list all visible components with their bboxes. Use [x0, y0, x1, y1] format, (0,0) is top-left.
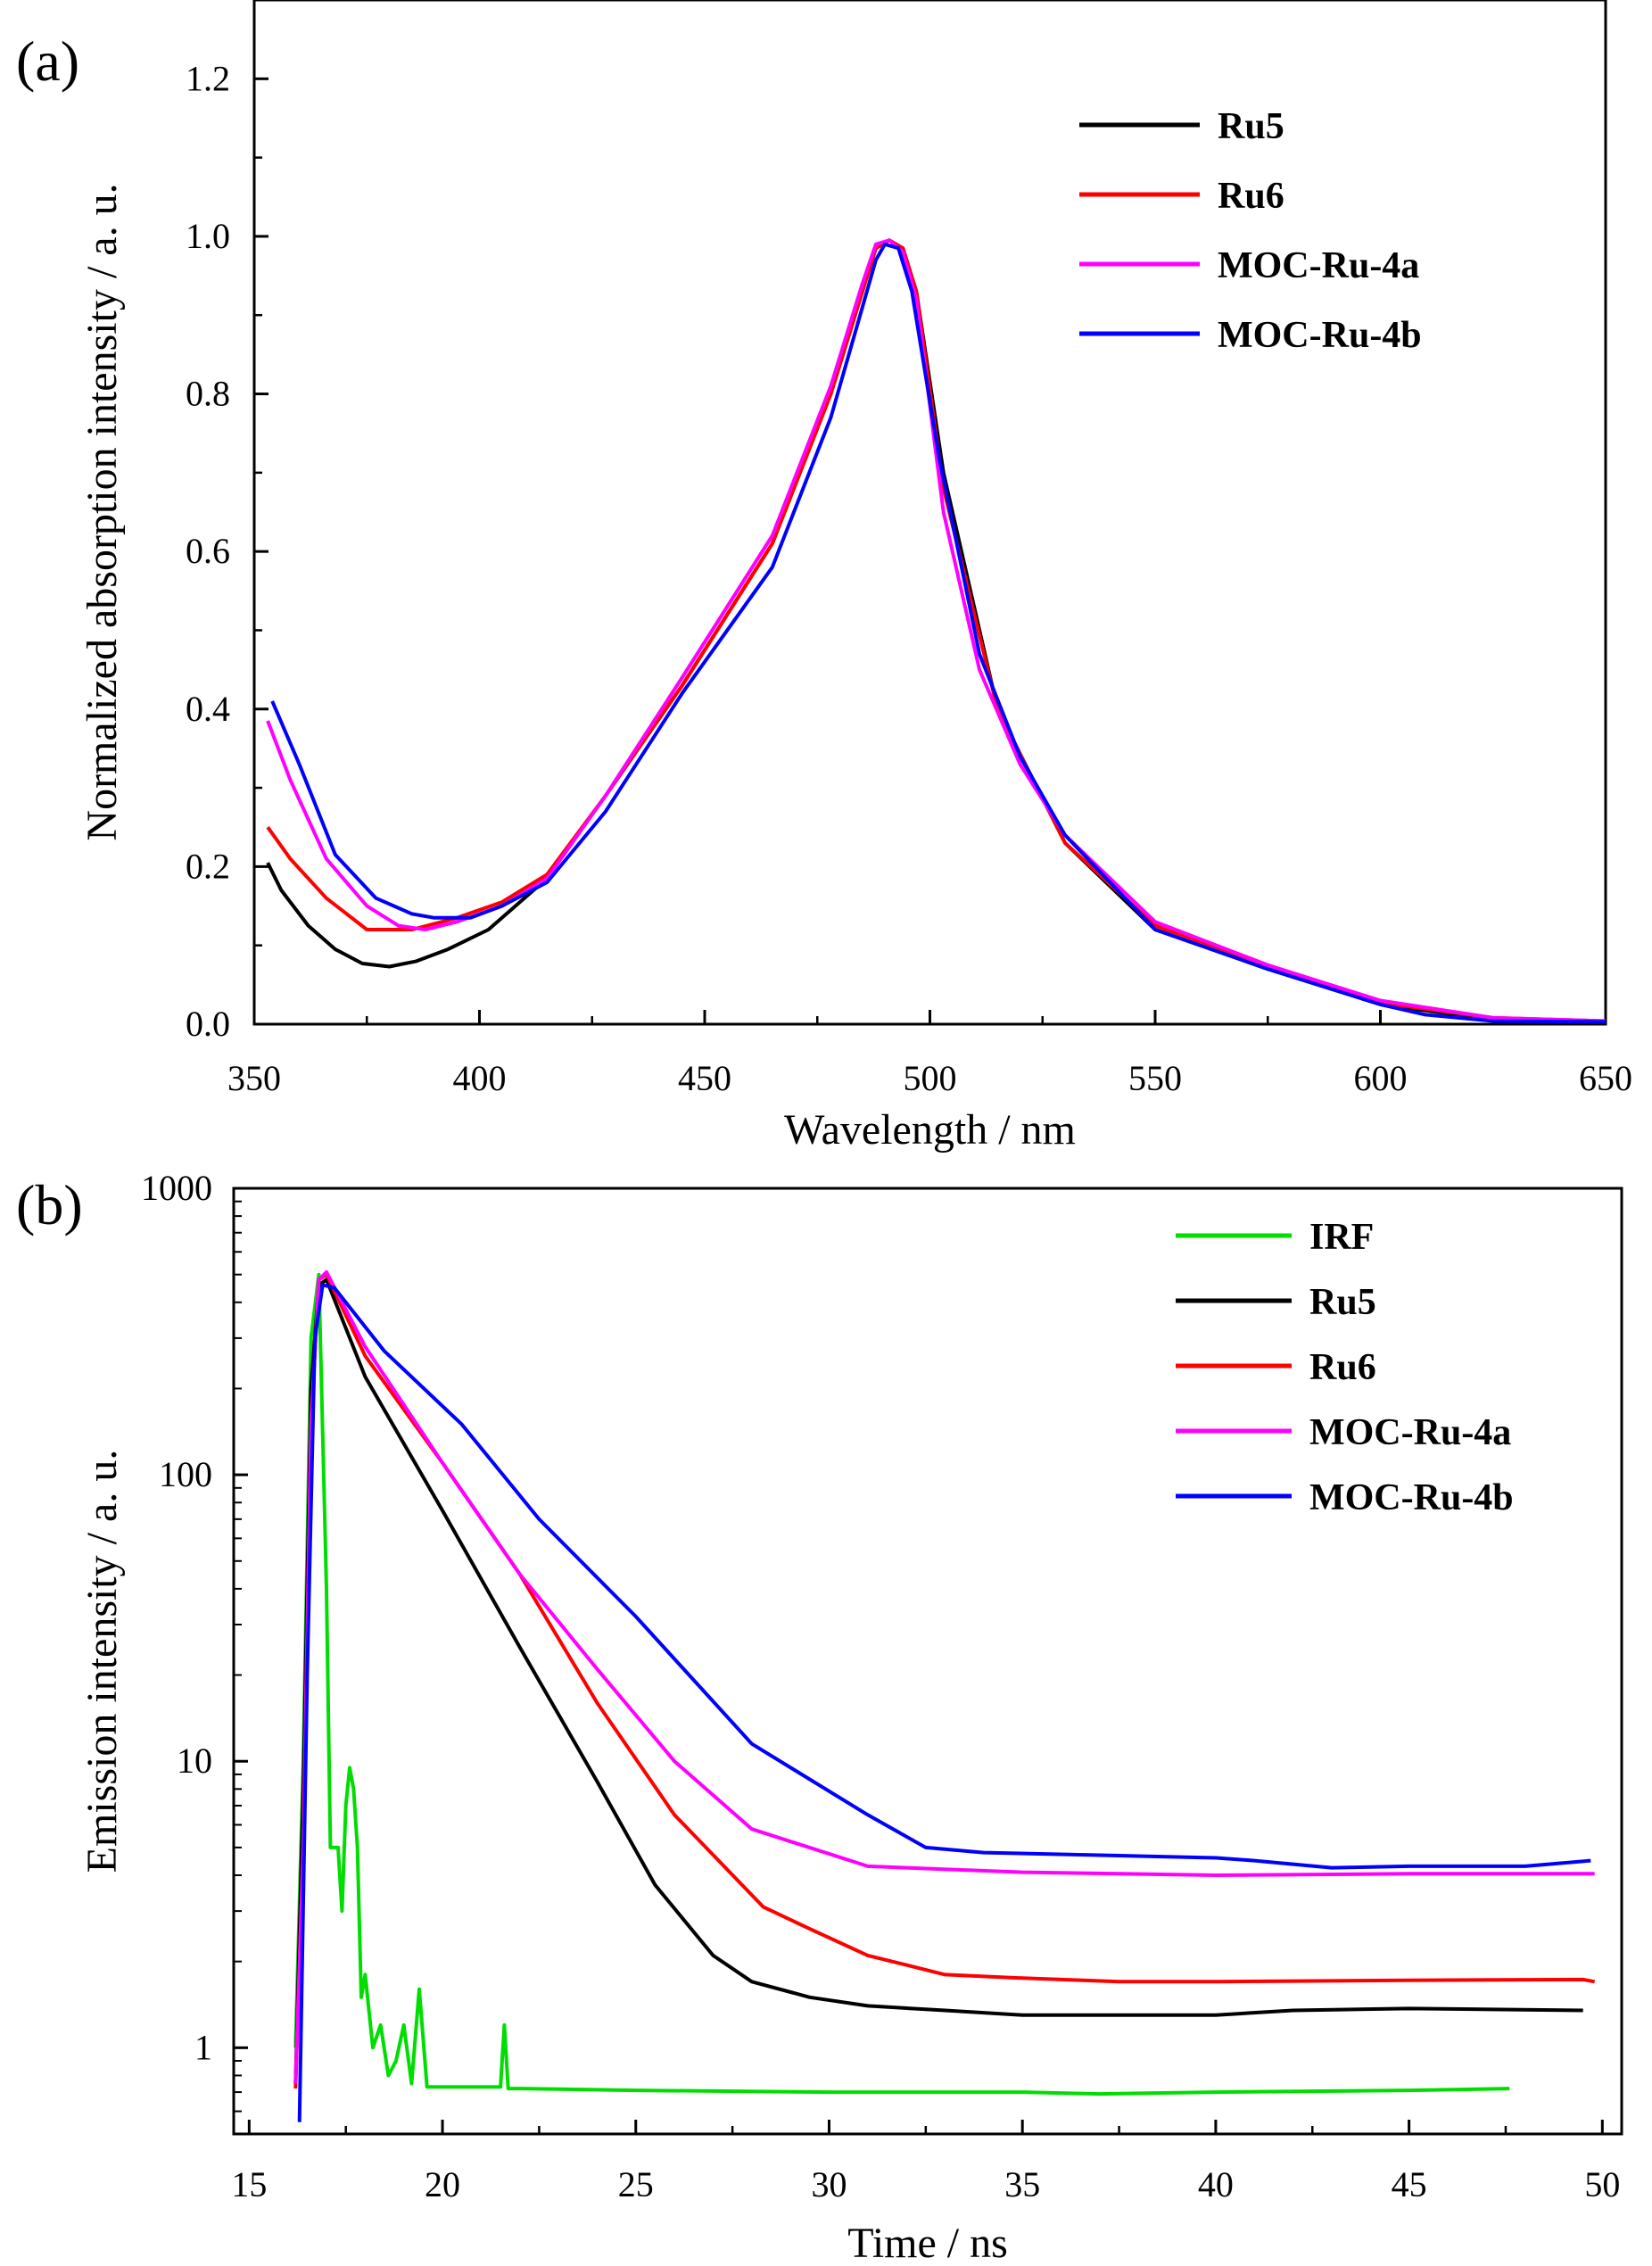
- series-line-ru6: [293, 1272, 1596, 2089]
- legend-label-moc-ru-4a: MOC-Ru-4a: [1218, 245, 1419, 286]
- plot-frame: [252, 0, 1607, 1026]
- panel-label: (b): [16, 1173, 83, 1236]
- legend-label-moc-ru-4b: MOC-Ru-4b: [1218, 315, 1422, 356]
- series-line-ru6: [266, 238, 1606, 1023]
- legend-label-moc-ru-4a: MOC-Ru-4a: [1309, 1412, 1511, 1453]
- panel-a-absorption-chart: 350 400 450 500 550 600 650 0.0 0.2 0.4 0.6 0.8 1.0 1…: [16, 0, 1632, 1154]
- x-tick-label: 20: [425, 2164, 460, 2204]
- x-tick-label: 350: [227, 1058, 281, 1098]
- x-tick-label: 40: [1198, 2164, 1234, 2204]
- legend-label-moc-ru-4b: MOC-Ru-4b: [1309, 1477, 1514, 1518]
- series-line-moc-ru-4a: [293, 1269, 1595, 2084]
- series-line-ru5: [266, 238, 1606, 1024]
- panel-label: (a): [16, 29, 79, 93]
- x-axis-title: Wavelength / nm: [784, 1106, 1076, 1154]
- y-tick-label: 1: [194, 2027, 212, 2067]
- legend-label-ru6: Ru6: [1218, 176, 1284, 217]
- panel-b-emission-decay-chart: 15 20 25 30 35 40 45 50 1 10 100 1000 Time / ns Emiss…: [16, 1168, 1623, 2266]
- series-line-moc-ru-4b: [297, 1283, 1591, 2122]
- x-tick-label: 15: [231, 2164, 267, 2204]
- plot-frame: [232, 1187, 1623, 2136]
- x-tick-label: 45: [1392, 2164, 1427, 2204]
- x-tick-label: 500: [904, 1058, 957, 1098]
- y-tick-label: 100: [159, 1454, 212, 1494]
- x-tick-label: 450: [678, 1058, 731, 1098]
- x-axis-title: Time / ns: [847, 2220, 1008, 2266]
- y-tick-label: 1000: [141, 1168, 212, 1208]
- series-line-irf: [293, 1272, 1510, 2096]
- x-tick-label: 600: [1354, 1058, 1408, 1098]
- series-line-ru5: [293, 1278, 1583, 2084]
- legend-label-ru5: Ru5: [1218, 106, 1284, 147]
- y-tick-label: 10: [177, 1741, 212, 1781]
- x-tick-label: 650: [1579, 1058, 1632, 1098]
- series-line-moc-ru-4a: [266, 238, 1606, 1023]
- y-axis-title: Emission intensity / a. u.: [78, 1450, 126, 1873]
- x-tick-label: 25: [618, 2164, 654, 2204]
- legend-label-ru5: Ru5: [1309, 1282, 1376, 1323]
- y-tick-label: 0.6: [186, 531, 230, 571]
- x-tick-label: 400: [453, 1058, 507, 1098]
- x-tick-label: 550: [1128, 1058, 1182, 1098]
- y-tick-label: 0.4: [186, 689, 230, 729]
- y-tick-label: 0.2: [186, 846, 230, 886]
- y-tick-label: 0.8: [186, 374, 230, 414]
- y-axis-title: Normalized absorption intensity / a. u.: [78, 183, 126, 840]
- series-line-moc-ru-4b: [270, 242, 1606, 1024]
- y-tick-label: 1.2: [186, 58, 230, 98]
- x-tick-label: 50: [1584, 2164, 1620, 2204]
- legend-label-ru6: Ru6: [1309, 1347, 1376, 1388]
- y-tick-label: 0.0: [186, 1004, 230, 1044]
- x-tick-label: 35: [1004, 2164, 1040, 2204]
- x-tick-label: 30: [811, 2164, 847, 2204]
- legend-label-irf: IRF: [1309, 1217, 1374, 1258]
- y-tick-label: 1.0: [186, 216, 230, 256]
